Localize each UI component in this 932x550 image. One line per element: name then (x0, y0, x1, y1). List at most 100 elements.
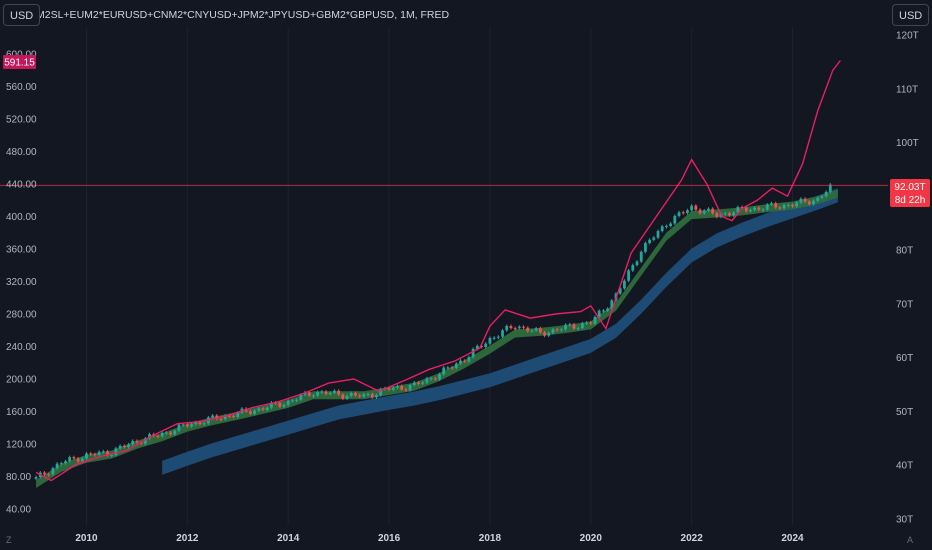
candle (723, 213, 727, 215)
candle (370, 394, 374, 398)
candle (673, 215, 677, 224)
candle (467, 357, 471, 362)
candle (648, 239, 652, 244)
long_ma-band-area (162, 188, 838, 475)
candle (85, 453, 88, 459)
candle (585, 322, 588, 324)
candle (202, 423, 206, 425)
candle (803, 198, 807, 202)
candle (765, 204, 769, 210)
candle (732, 212, 736, 216)
candle (379, 389, 383, 396)
candle (400, 386, 404, 390)
auto-scale-label[interactable]: A (907, 535, 913, 545)
candle (812, 200, 815, 205)
candle (538, 328, 542, 333)
candle (43, 472, 46, 475)
right-tick-label: 50T (896, 407, 913, 418)
candle (744, 207, 748, 212)
candle (34, 477, 38, 479)
candle (349, 393, 353, 396)
candle (337, 390, 341, 395)
left-axis: 40.00 80.00 120.00 160.00 200.00 240.00 280.00… (6, 50, 37, 516)
candle (278, 403, 282, 407)
candle (791, 204, 794, 207)
candle (354, 393, 357, 396)
right-tick-label: 30T (896, 515, 913, 526)
candle (690, 205, 694, 211)
left-tick-label: 400.00 (6, 212, 37, 223)
candle (551, 329, 555, 333)
candle (341, 394, 345, 399)
candle (782, 204, 786, 209)
candle (215, 415, 219, 420)
candle (635, 261, 639, 266)
candle (408, 385, 412, 391)
left-tick-label: 280.00 (6, 310, 37, 321)
candle (68, 457, 72, 462)
candle (728, 213, 731, 216)
long-ma-band (162, 188, 838, 475)
candle (51, 468, 55, 475)
candle (328, 392, 332, 395)
candle (270, 402, 273, 408)
candle (517, 326, 521, 329)
candle (261, 408, 265, 410)
candle (665, 226, 668, 228)
candle (72, 457, 76, 459)
candle (257, 408, 261, 411)
candle (593, 316, 597, 324)
candle (492, 337, 496, 339)
candle (55, 463, 59, 469)
candle (698, 209, 702, 214)
candle (438, 374, 441, 380)
candle (76, 458, 80, 462)
candle (702, 210, 706, 214)
candle (627, 270, 631, 281)
candle (291, 400, 294, 402)
candle (644, 243, 647, 252)
time-axis: 2010 2012 2014 2016 2018 2020 2022 2024 (75, 533, 804, 544)
left-tick-label: 160.00 (6, 407, 37, 418)
candle (795, 202, 799, 207)
grid (86, 28, 793, 525)
candle (824, 191, 828, 197)
left-currency-button[interactable]: USD (3, 4, 41, 26)
right-currency-button[interactable]: USD (892, 4, 930, 26)
time-tick-label: 2016 (378, 533, 401, 544)
candle (143, 438, 147, 444)
candle (181, 424, 185, 426)
candle (618, 288, 622, 294)
candle (219, 419, 223, 421)
candle (299, 394, 303, 400)
candle (156, 435, 160, 437)
candle (589, 322, 593, 324)
candle (778, 207, 782, 209)
candle (707, 208, 710, 211)
candle (639, 251, 643, 262)
candle (711, 208, 715, 214)
candle (736, 207, 740, 213)
candle (47, 474, 51, 476)
candle (660, 226, 664, 232)
candle (169, 432, 172, 435)
candle (774, 203, 778, 208)
right-current-value-label: 92.03T 8d 22h (890, 179, 930, 207)
candle (547, 332, 551, 336)
svg-text:591.15: 591.15 (4, 58, 35, 69)
candle (89, 453, 93, 455)
candle (375, 395, 378, 398)
left-tick-label: 360.00 (6, 245, 37, 256)
candle (820, 196, 824, 198)
candle (576, 328, 580, 330)
zoom-corner-label[interactable]: Z (6, 535, 12, 545)
left-tick-label: 320.00 (6, 277, 37, 288)
candle (816, 197, 820, 201)
overlay-series-line (35, 60, 841, 482)
candle (387, 388, 391, 390)
candle (366, 394, 370, 396)
candle (597, 310, 601, 317)
right-tick-label: 110T (896, 84, 918, 95)
candle (799, 198, 803, 203)
